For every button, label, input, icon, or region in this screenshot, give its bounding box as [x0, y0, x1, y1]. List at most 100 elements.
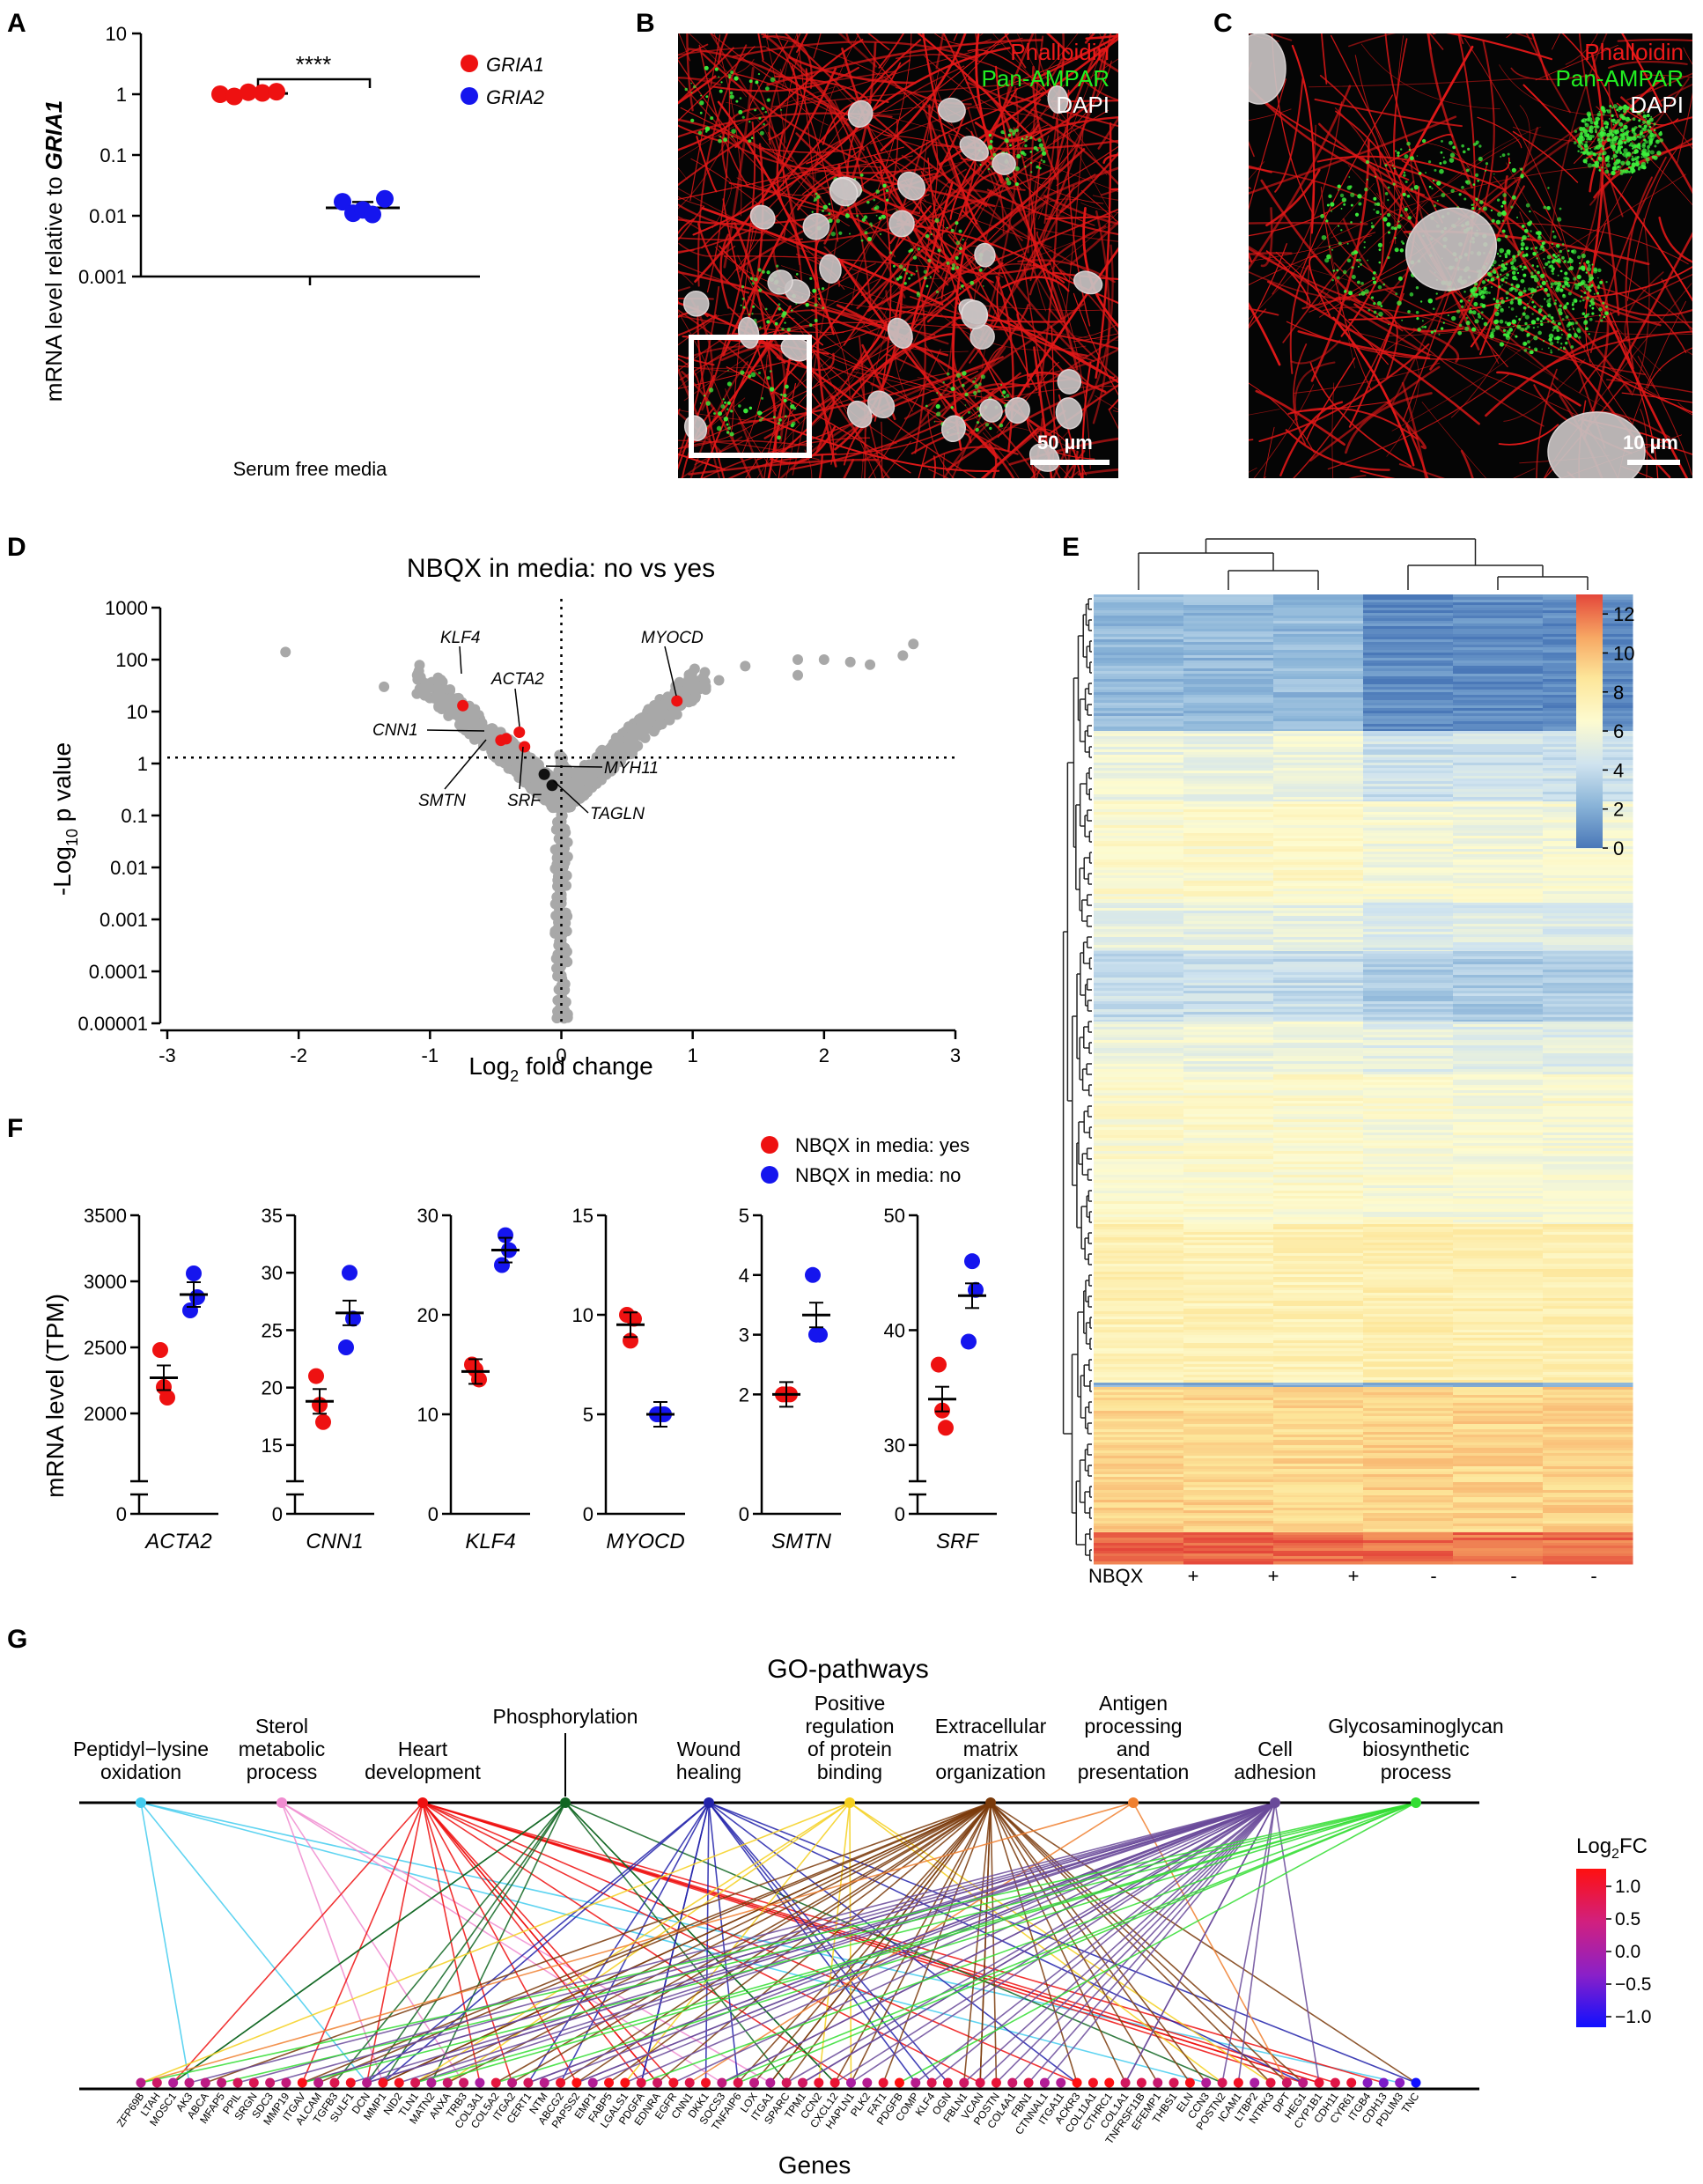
stain-dapi: DAPI	[1056, 92, 1110, 118]
panel-a-ytick: 0.1	[100, 144, 127, 166]
go-title: GO-pathways	[767, 1655, 928, 1684]
pathway-label: Glycosaminoglycan	[1328, 1715, 1503, 1738]
tpm-gene-label: CNN1	[306, 1530, 363, 1553]
data-point-gria1	[225, 87, 243, 106]
pathway-label: development	[365, 1760, 481, 1783]
gene-node	[539, 2077, 549, 2088]
colorbar-tick: 4	[1613, 759, 1624, 781]
tpm-ytick: 5	[739, 1205, 749, 1227]
panel-label-g: G	[7, 1625, 28, 1654]
gene-label-smtn: SMTN	[418, 792, 466, 810]
panel-label-f: F	[7, 1114, 24, 1143]
gene-node	[814, 2077, 824, 2088]
volcano-xtick: -3	[159, 1044, 176, 1066]
tpm-ytick: 3000	[84, 1271, 127, 1293]
tpm-point-no	[498, 1227, 513, 1243]
gene-node	[151, 2077, 162, 2088]
gene-label-myocd: MYOCD	[641, 629, 704, 647]
tpm-ytick: 0	[428, 1503, 439, 1525]
gene-node	[1184, 2077, 1195, 2088]
gene-node	[184, 2077, 195, 2088]
gene-node	[1056, 2077, 1066, 2088]
tpm-point-no	[338, 1339, 354, 1355]
gene-node	[1153, 2077, 1163, 2088]
log2fc-colorbar	[1576, 1869, 1606, 2027]
gene-node	[442, 2077, 453, 2088]
micrograph-c: Phalloidin Pan-AMPAR DAPI 10 µm	[1249, 33, 1692, 478]
legend-gria2-label: GRIA2	[486, 86, 544, 108]
tpm-subplot-myocd: 15 10 5 0 MYOCD	[572, 1205, 685, 1553]
legend-gria2-marker	[461, 87, 478, 105]
legend-no-label: NBQX in media: no	[795, 1164, 961, 1186]
panel-f-tpm: mRNA level (TPM) NBQX in media: yes NBQX…	[41, 1134, 997, 1553]
gene-node	[701, 2077, 711, 2088]
pathway-label: Antigen	[1099, 1692, 1168, 1715]
pathway-node	[985, 1797, 996, 1808]
scalebar-b	[1030, 460, 1110, 465]
data-point-gria1	[268, 83, 285, 101]
highlight-point-srf	[519, 741, 531, 753]
tpm-gene-label: KLF4	[465, 1530, 515, 1553]
gene-label-tagln: TAGLN	[590, 805, 645, 823]
gene-node	[1087, 2077, 1098, 2088]
tpm-point-yes	[938, 1420, 954, 1436]
gene-node	[797, 2077, 807, 2088]
gene-node	[910, 2077, 921, 2088]
tpm-gene-label: MYOCD	[606, 1530, 684, 1553]
sample-sign: +	[1268, 1565, 1279, 1587]
gene-label-cnn1: CNN1	[372, 721, 418, 740]
colorbar-tick: 0	[1613, 837, 1624, 860]
tpm-ytick: 30	[417, 1205, 439, 1227]
stain-legend-c: Phalloidin Pan-AMPAR DAPI	[1556, 39, 1684, 118]
stain-pan-ampar: Pan-AMPAR	[1555, 65, 1684, 92]
panel-d-volcano: NBQX in media: no vs yes 10001001010.10.…	[48, 554, 961, 1085]
gene-node	[571, 2077, 582, 2088]
pathway-label: organization	[935, 1760, 1045, 1783]
gene-node	[329, 2077, 340, 2088]
volcano-ytick: 100	[115, 649, 148, 671]
pathway-label: Peptidyl−lysine	[73, 1738, 209, 1760]
data-point-gria2	[364, 205, 381, 224]
gene-node	[410, 2077, 421, 2088]
tpm-ytick: 3500	[84, 1205, 127, 1227]
scalebar-label-b: 50 µm	[1037, 432, 1093, 454]
tpm-ytick: 40	[884, 1319, 905, 1341]
gene-node	[845, 2077, 856, 2088]
scalebar-c	[1627, 460, 1680, 465]
gene-node	[1233, 2077, 1243, 2088]
tpm-point-no	[186, 1265, 202, 1281]
sample-sign: -	[1590, 1565, 1596, 1587]
volcano-title: NBQX in media: no vs yes	[407, 554, 715, 583]
gene-node	[426, 2077, 437, 2088]
pathway-node	[704, 1797, 714, 1808]
legend-yes-label: NBQX in media: yes	[795, 1134, 969, 1156]
volcano-ytick: 0.1	[121, 805, 148, 827]
tpm-point-no	[961, 1333, 977, 1350]
sample-sign: +	[1188, 1565, 1199, 1587]
gene-node	[297, 2077, 307, 2088]
highlight-point-tagln	[546, 779, 558, 792]
pathway-node	[136, 1797, 146, 1808]
gene-node	[1201, 2077, 1212, 2088]
log2fc-tick: −0.5	[1615, 1974, 1651, 1995]
tpm-ytick: 10	[572, 1304, 593, 1326]
pathway-node	[844, 1797, 855, 1808]
gene-node	[523, 2077, 534, 2088]
scalebar-label-c: 10 µm	[1623, 432, 1678, 454]
tpm-point-no	[494, 1257, 510, 1273]
tpm-ytick: 20	[262, 1377, 283, 1399]
colorbar-tick: 6	[1613, 720, 1624, 742]
panel-a-ylabel: mRNA level relative to GRIA1	[41, 100, 67, 402]
tpm-subplot-acta2: 3500 3000 2500 2000 0 ACTA2	[84, 1205, 218, 1553]
gene-node	[313, 2077, 324, 2088]
panel-a-xlabel: Serum free media	[233, 458, 388, 480]
gene-node	[265, 2077, 276, 2088]
gene-node	[507, 2077, 518, 2088]
gene-node	[991, 2077, 1001, 2088]
gene-node	[1346, 2077, 1357, 2088]
significance-stars: ****	[296, 51, 331, 77]
tpm-ytick: 0	[739, 1503, 749, 1525]
gene-node	[829, 2077, 840, 2088]
tpm-ytick: 0	[895, 1503, 905, 1525]
tpm-point-no	[964, 1253, 980, 1270]
